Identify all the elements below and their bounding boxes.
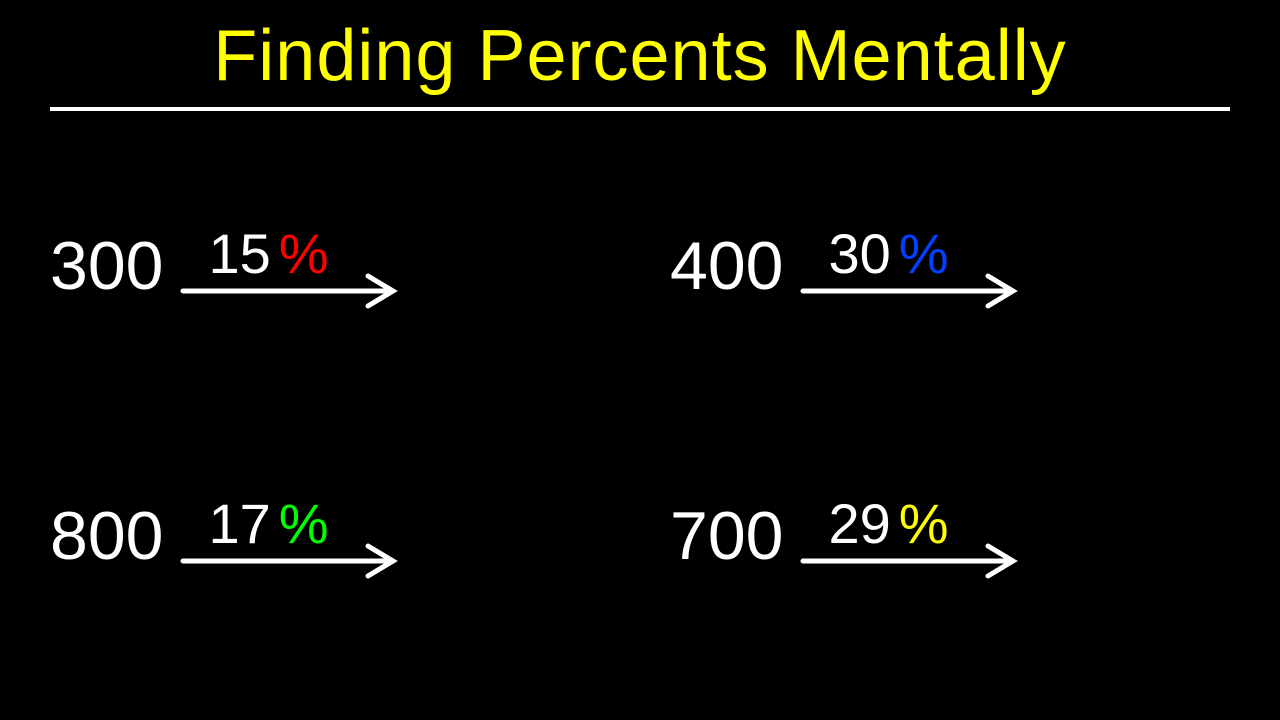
arrow-group: 30 %	[798, 221, 1028, 311]
problems-grid: 300 15 % 400 30 %	[0, 111, 1280, 671]
problem-4: 700 29 %	[670, 421, 1230, 651]
arrow-icon	[178, 271, 408, 311]
arrow-icon	[798, 541, 1028, 581]
arrow-icon	[178, 541, 408, 581]
problem-1: 300 15 %	[50, 151, 610, 381]
base-number: 800	[50, 497, 163, 575]
arrow-group: 17 %	[178, 491, 408, 581]
problem-2: 400 30 %	[670, 151, 1230, 381]
arrow-group: 15 %	[178, 221, 408, 311]
arrow-group: 29 %	[798, 491, 1028, 581]
base-number: 700	[670, 497, 783, 575]
problem-3: 800 17 %	[50, 421, 610, 651]
arrow-icon	[798, 271, 1028, 311]
base-number: 300	[50, 227, 163, 305]
base-number: 400	[670, 227, 783, 305]
page-title: Finding Percents Mentally	[0, 0, 1280, 97]
